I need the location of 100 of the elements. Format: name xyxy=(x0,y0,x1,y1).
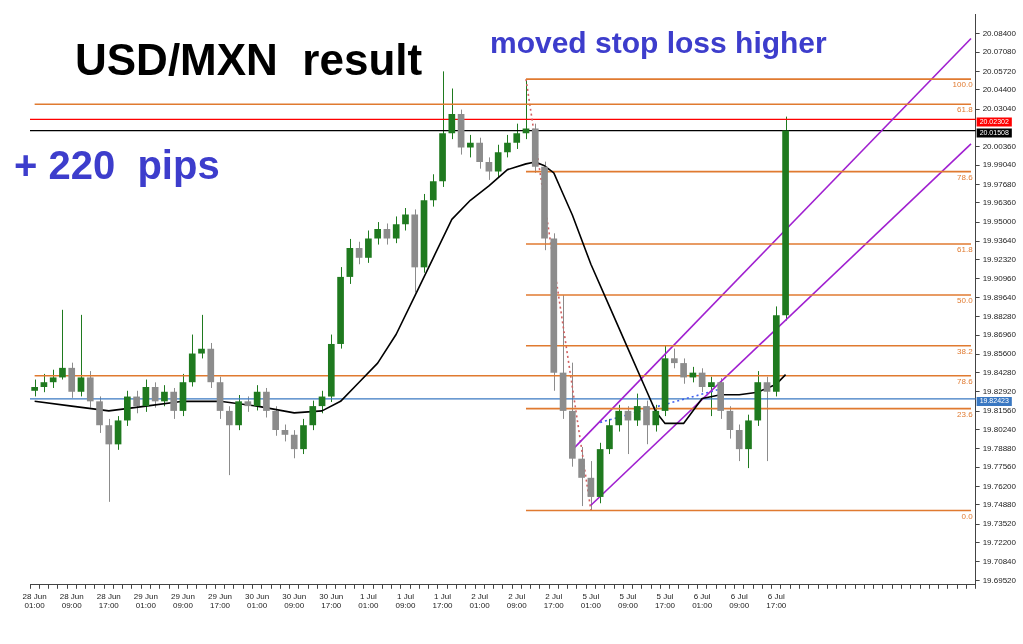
x-tick-label: 1 Jul 17:00 xyxy=(432,591,454,611)
candlestick xyxy=(124,390,131,427)
candlestick xyxy=(68,362,76,399)
y-tick-label: 19.72200 xyxy=(982,537,1017,547)
series-label: 50.0 xyxy=(957,296,974,306)
candlestick xyxy=(494,144,502,178)
candlestick xyxy=(198,314,205,359)
candlestick xyxy=(522,78,530,140)
x-tick-label: 1 Jul 09:00 xyxy=(395,591,417,611)
y-tick-label: 19.95000 xyxy=(982,217,1017,227)
candlestick xyxy=(59,309,66,381)
series-label: 100.0 xyxy=(952,80,974,90)
x-tick-label: 28 Jun 01:00 xyxy=(22,591,47,611)
x-tick-label: 29 Jun 17:00 xyxy=(208,591,233,611)
series-label: 38.2 xyxy=(957,347,974,356)
candlestick xyxy=(670,348,678,369)
y-tick-label: 19.92320 xyxy=(982,254,1017,264)
x-tick-label: 28 Jun 17:00 xyxy=(96,591,121,611)
y-tick-label: 19.82920 xyxy=(982,387,1017,397)
candlestick xyxy=(365,230,372,264)
y-tick-label: 19.97680 xyxy=(982,179,1017,189)
candlestick xyxy=(96,395,103,434)
text: USD/MXN result xyxy=(75,35,423,84)
candlestick xyxy=(225,405,233,476)
candlestick xyxy=(615,404,623,433)
candlestick xyxy=(161,384,168,407)
x-tick-label: 30 Jun 09:00 xyxy=(282,591,307,611)
candlestick xyxy=(170,387,178,420)
x-tick-label: 5 Jul 09:00 xyxy=(617,591,639,611)
candlestick xyxy=(114,415,122,451)
y-tick-label: 19.99040 xyxy=(982,160,1017,170)
candlestick xyxy=(485,156,493,181)
y-tick-label: 19.89640 xyxy=(982,292,1017,302)
candlestick xyxy=(40,373,48,393)
x-tick-label: 30 Jun 01:00 xyxy=(245,591,270,611)
candlestick xyxy=(105,418,113,503)
candlestick xyxy=(429,173,437,208)
x-tick-label: 5 Jul 17:00 xyxy=(655,591,676,611)
y-tick-label: 19.81560 xyxy=(982,406,1017,416)
candlestick xyxy=(763,376,771,462)
x-tick-label: 6 Jul 17:00 xyxy=(766,591,787,611)
y-tick-label: 19.85600 xyxy=(982,349,1017,359)
candlestick xyxy=(77,314,85,397)
candlestick xyxy=(355,241,363,265)
y-tick-label: 19.76200 xyxy=(982,481,1017,491)
x-tick-label: 30 Jun 17:00 xyxy=(319,591,344,611)
y-tick-label: 19.80240 xyxy=(982,424,1017,434)
y-tick-label: 19.90960 xyxy=(982,274,1017,284)
series-label: 0.0 xyxy=(961,511,974,521)
x-tick-label: 28 Jun 09:00 xyxy=(59,591,84,611)
candlestick xyxy=(504,134,511,158)
x-tick-label: 2 Jul 01:00 xyxy=(469,591,491,611)
y-tick-label: 20.00360 xyxy=(982,141,1017,151)
x-tick-label: 2 Jul 17:00 xyxy=(543,591,565,611)
x-tick-label: 29 Jun 09:00 xyxy=(170,591,195,611)
y-tick-label: 20.03040 xyxy=(982,104,1017,114)
y-tick-label: 19.84280 xyxy=(982,367,1017,377)
x-tick-label: 6 Jul 09:00 xyxy=(729,591,750,611)
y-tick-label: 20.08400 xyxy=(982,28,1017,38)
candlestick xyxy=(448,88,456,140)
y-tick-label: 20.07080 xyxy=(982,47,1017,57)
candlestick xyxy=(263,387,270,418)
candlestick xyxy=(513,123,521,150)
y-tick-label: 19.88280 xyxy=(982,311,1017,321)
y-tick-label: 20.04400 xyxy=(982,85,1017,95)
y-tick-label: 19.96360 xyxy=(982,198,1017,208)
series-label: 78.6 xyxy=(957,376,974,386)
candlestick xyxy=(272,405,280,437)
candlestick xyxy=(392,215,400,244)
candlestick xyxy=(606,418,613,455)
candlestick xyxy=(86,370,94,409)
series-label: 61.8 xyxy=(957,245,974,255)
x-tick-label: 5 Jul 01:00 xyxy=(580,591,602,611)
x-tick-label: 2 Jul 09:00 xyxy=(506,591,528,611)
y-tick-label: 19.74880 xyxy=(982,500,1017,510)
candlestick xyxy=(643,400,650,445)
candlestick xyxy=(680,357,687,385)
candlestick xyxy=(708,376,715,417)
x-tick-label: 1 Jul 01:00 xyxy=(358,591,379,611)
y-tick-label: 19.93640 xyxy=(982,236,1017,246)
annotation: + 220 pips xyxy=(14,143,220,187)
candlestick xyxy=(735,424,743,462)
candlestick xyxy=(402,207,409,232)
candlestick xyxy=(309,400,317,431)
series-label: 61.8 xyxy=(957,105,974,115)
candlestick xyxy=(235,394,242,431)
y-tick-label: 19.78880 xyxy=(982,443,1017,453)
series-label: 78.6 xyxy=(957,172,974,182)
x-tick-label: 6 Jul 01:00 xyxy=(692,591,713,611)
candlestick xyxy=(578,446,585,507)
candlestick xyxy=(652,404,660,433)
candlestick xyxy=(133,390,140,414)
x-tick-label: 29 Jun 01:00 xyxy=(133,591,158,611)
candlestick xyxy=(467,134,474,158)
candlestick xyxy=(374,221,381,246)
candlestick xyxy=(633,393,641,427)
candlestick xyxy=(49,369,57,389)
candlestick xyxy=(300,418,307,455)
y-tick-label: 19.77560 xyxy=(982,462,1017,472)
series-label: 23.6 xyxy=(957,409,974,419)
